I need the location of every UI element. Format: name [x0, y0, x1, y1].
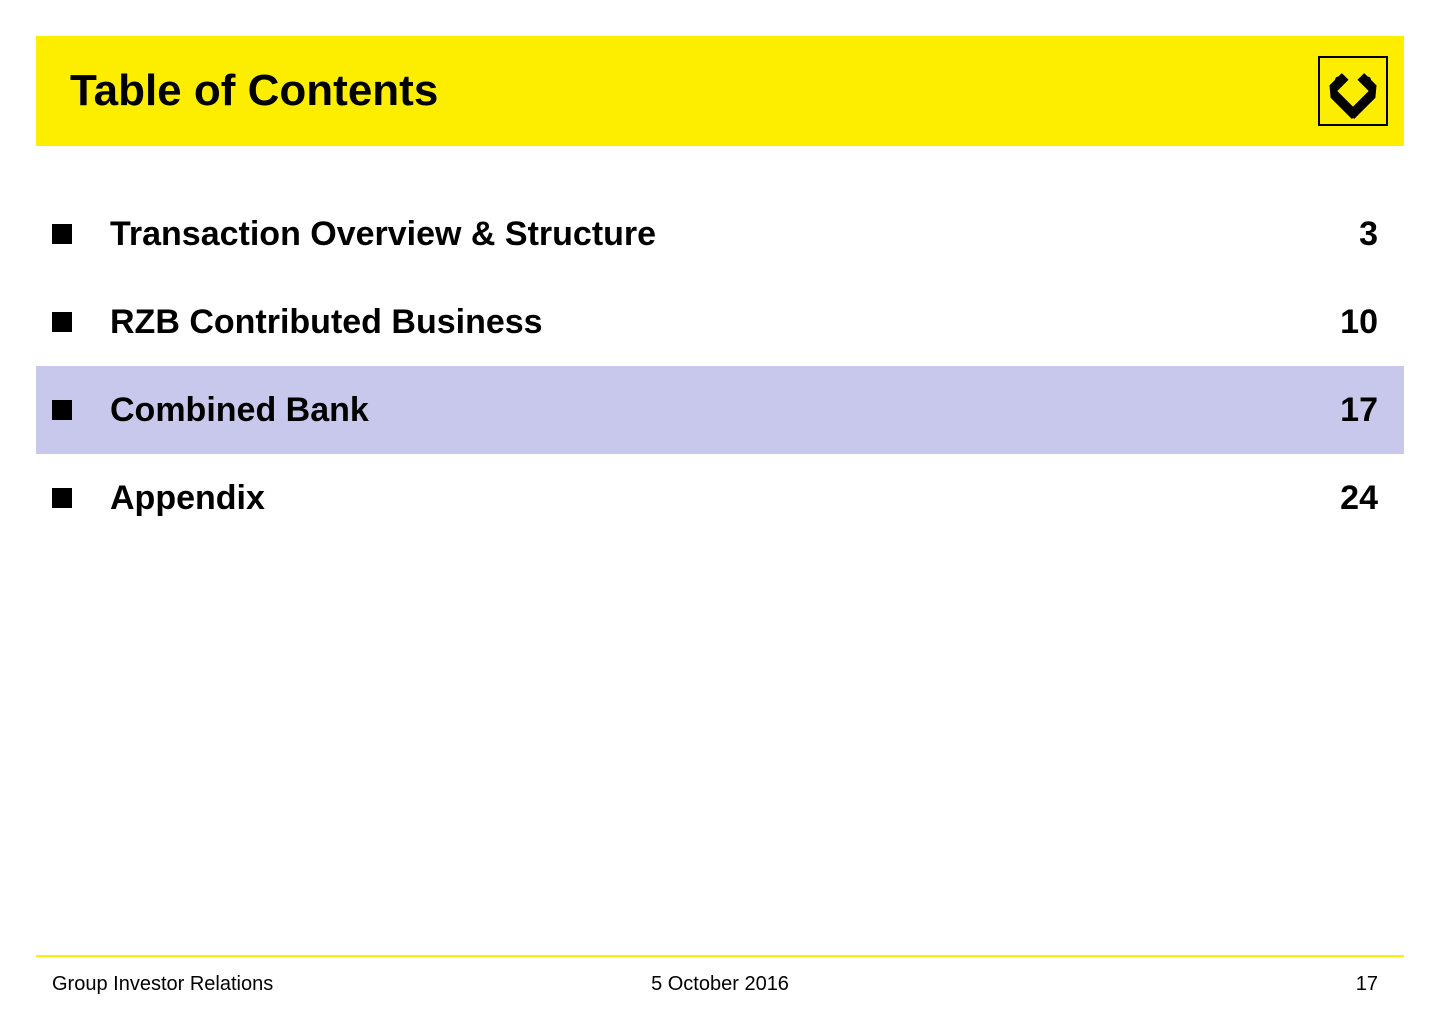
toc-label: Transaction Overview & Structure [110, 215, 1359, 254]
gable-cross-icon [1325, 63, 1381, 119]
toc-page-number: 3 [1359, 215, 1378, 254]
footer-right: 17 [1356, 973, 1378, 996]
header-bar: Table of Contents [36, 36, 1404, 146]
square-bullet-icon [52, 488, 72, 508]
toc-label: Combined Bank [110, 391, 1340, 430]
toc-label: Appendix [110, 479, 1340, 518]
brand-logo [1318, 56, 1388, 126]
square-bullet-icon [52, 312, 72, 332]
toc-row[interactable]: RZB Contributed Business10 [36, 278, 1404, 366]
square-bullet-icon [52, 400, 72, 420]
page-title: Table of Contents [70, 66, 438, 116]
toc-list: Transaction Overview & Structure3RZB Con… [36, 190, 1404, 542]
toc-page-number: 24 [1340, 479, 1378, 518]
toc-page-number: 17 [1340, 391, 1378, 430]
toc-row[interactable]: Appendix24 [36, 454, 1404, 542]
toc-label: RZB Contributed Business [110, 303, 1340, 342]
toc-page-number: 10 [1340, 303, 1378, 342]
footer-left: Group Investor Relations [52, 973, 273, 996]
slide: Table of Contents Transaction Overview &… [0, 0, 1440, 1019]
square-bullet-icon [52, 224, 72, 244]
toc-row[interactable]: Transaction Overview & Structure3 [36, 190, 1404, 278]
footer-rule [36, 955, 1404, 957]
toc-row[interactable]: Combined Bank17 [36, 366, 1404, 454]
footer: Group Investor Relations 5 October 2016 … [36, 969, 1404, 999]
